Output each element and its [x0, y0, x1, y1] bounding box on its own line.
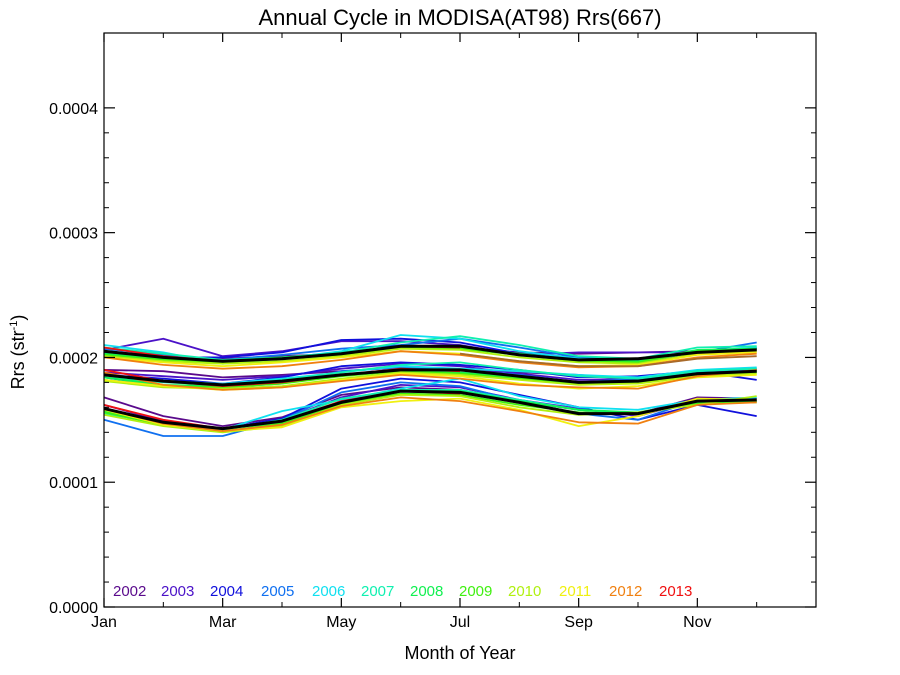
chart-title: Annual Cycle in MODISA(AT98) Rrs(667) [258, 5, 661, 30]
legend-entry-2008: 2008 [410, 583, 443, 600]
y-tick-label: 0.0003 [49, 226, 98, 243]
series-line-mean-38 [103, 368, 757, 387]
y-axis-label: Rrs (str-1) [8, 315, 28, 390]
series-line-2013-b-36 [459, 352, 757, 368]
legend-entry-2009: 2009 [459, 583, 492, 600]
x-tick-label: Mar [209, 614, 237, 631]
x-tick-label: Jul [450, 614, 470, 631]
series-line-mean-39 [103, 344, 757, 363]
series-line-2003-5 [103, 337, 757, 358]
legend: 2002 2003 2004 2005 2006 2007 2008 2009 2010 2011… [113, 583, 692, 600]
series-line-2012-30 [103, 396, 757, 432]
y-tick-label: 0.0004 [49, 101, 98, 118]
legend-entry-2006: 2006 [312, 583, 345, 600]
axes: Jan Mar May Jul Sep Nov 0.0000 0.0001 0.0002 0.00… [49, 33, 816, 631]
y-tick-label: 0.0000 [49, 600, 98, 617]
legend-entry-2003: 2003 [161, 583, 194, 600]
series-line-2012-31 [103, 369, 757, 391]
y-tick-label: 0.0001 [49, 475, 98, 492]
series-line-mean-37 [103, 389, 757, 431]
x-tick-label: Nov [683, 614, 711, 631]
legend-entry-2010: 2010 [508, 583, 541, 600]
legend-entry-2013: 2013 [659, 583, 692, 600]
series-line-2010-26 [103, 347, 757, 365]
legend-entry-2005: 2005 [261, 583, 294, 600]
plot-lines [103, 334, 757, 437]
y-axis-label-tail: ) [8, 315, 28, 321]
legend-entry-2002: 2002 [113, 583, 146, 600]
legend-entry-2011: 2011 [559, 583, 591, 600]
x-axis-label: Month of Year [404, 643, 515, 663]
x-tick-label: Sep [564, 614, 593, 631]
y-axis-label-superscript: -1 [8, 321, 20, 331]
x-tick-label: May [326, 614, 356, 631]
x-tick-label: Jan [91, 614, 117, 631]
legend-entry-2004: 2004 [210, 583, 243, 600]
legend-entry-2007: 2007 [361, 583, 394, 600]
y-axis-label-base: Rrs (str [8, 330, 28, 389]
legend-entry-2012: 2012 [609, 583, 642, 600]
y-tick-label: 0.0002 [49, 350, 98, 367]
